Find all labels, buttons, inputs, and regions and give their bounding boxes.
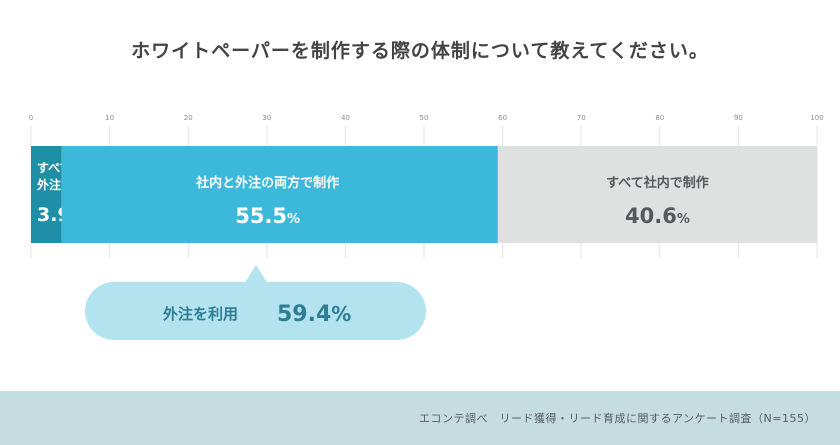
callout-label: 外注を利用 [162, 305, 238, 323]
x-tick-label: 20 [184, 114, 193, 122]
segment-unit: % [677, 212, 690, 227]
chart-title: ホワイトペーパーを制作する際の体制について教えてください。 [131, 40, 709, 62]
x-tick-label: 40 [341, 114, 350, 122]
callout-unit: % [331, 302, 351, 326]
footer-band: エコンテ調べ リード獲得・リード育成に関するアンケート調査（N=155） [0, 391, 840, 445]
x-tick-label: 10 [105, 114, 114, 122]
x-tick-label: 30 [262, 114, 271, 122]
x-tick-label: 0 [29, 114, 33, 122]
bar-segment [497, 146, 817, 243]
bar-segment [31, 146, 62, 243]
callout-bubble [85, 282, 426, 340]
segment-unit: % [287, 212, 300, 227]
x-tick-label: 60 [498, 114, 507, 122]
x-tick-label: 80 [655, 114, 664, 122]
segment-label: 社内と外注の両方で制作 [195, 175, 339, 191]
callout-pointer [244, 265, 268, 284]
x-tick-label: 50 [420, 114, 429, 122]
x-tick-label: 70 [577, 114, 586, 122]
callout-value: 59.4% [277, 302, 351, 327]
x-tick-label: 90 [734, 114, 743, 122]
x-tick-label: 100 [810, 114, 823, 122]
segment-label: すべて社内で制作 [606, 175, 709, 191]
bar-segment [61, 146, 498, 243]
source-note: エコンテ調べ リード獲得・リード育成に関するアンケート調査（N=155） [419, 412, 816, 425]
